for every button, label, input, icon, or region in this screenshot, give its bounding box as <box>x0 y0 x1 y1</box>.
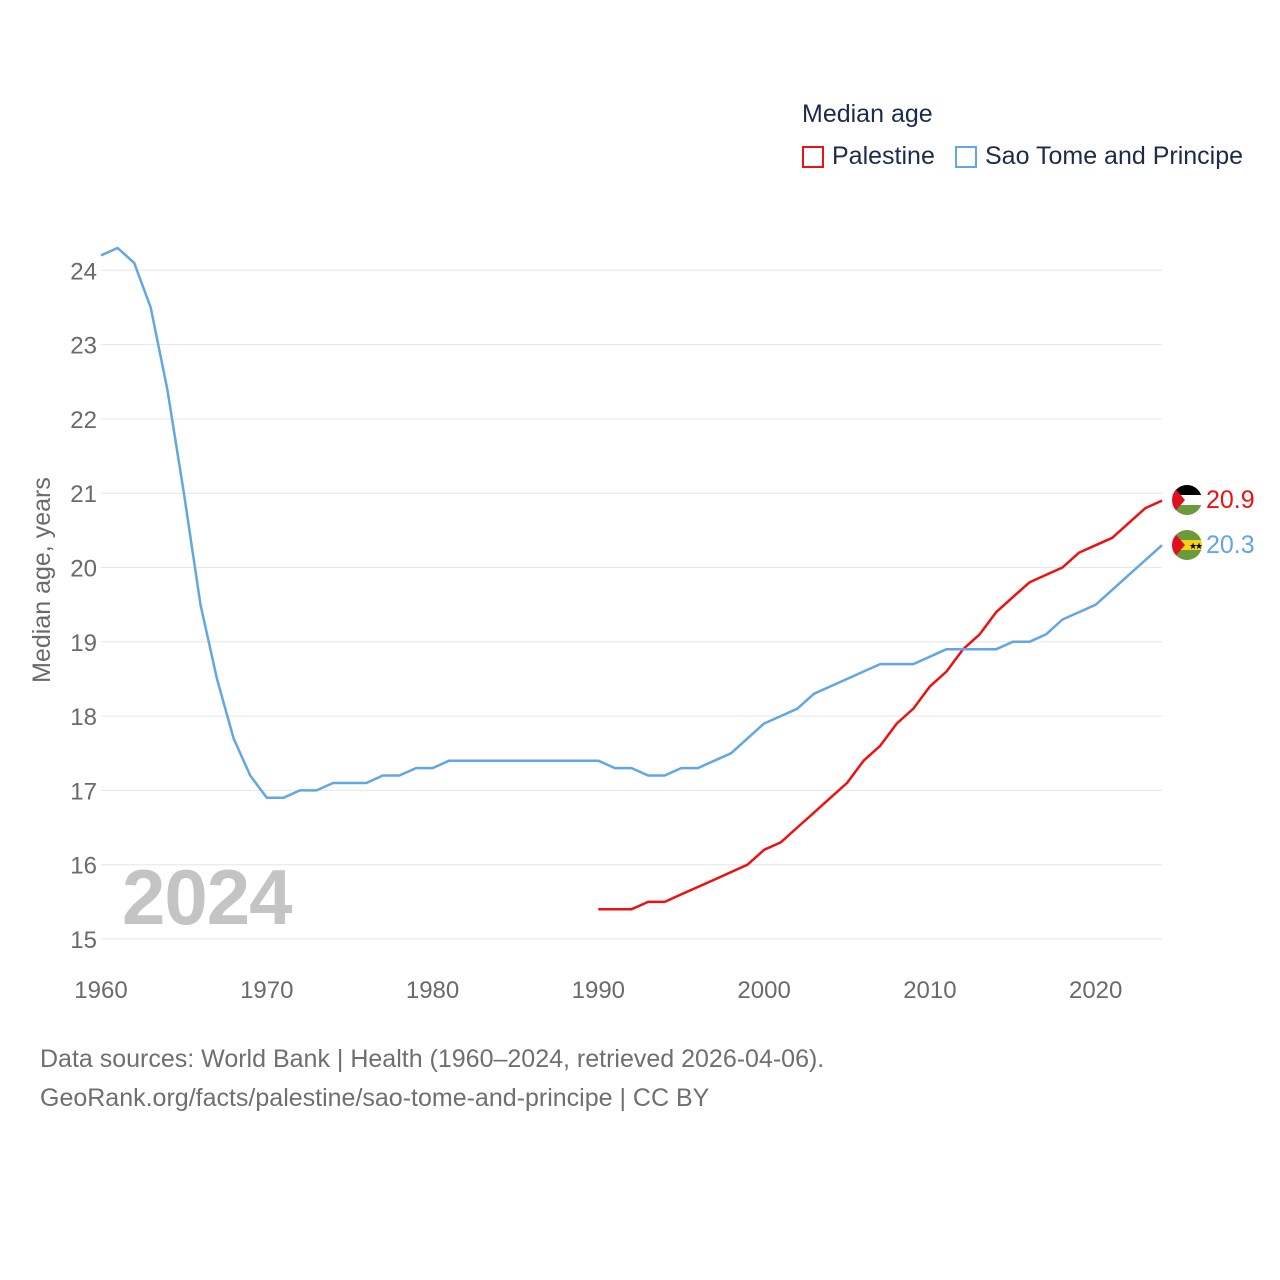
x-tick-label: 2010 <box>903 977 956 1004</box>
end-flags: ★ ★ <box>1172 485 1203 560</box>
end-labels: 20.9 20.3 <box>1206 486 1255 559</box>
y-axis-label: Median age, years <box>28 477 56 683</box>
footer-sources: Data sources: World Bank | Health (1960–… <box>40 1045 825 1073</box>
y-tick-label: 23 <box>70 333 97 360</box>
y-tick-label: 19 <box>70 630 97 657</box>
y-tick-label: 15 <box>70 927 97 954</box>
legend-swatch-sao-tome-and-principe <box>955 145 977 168</box>
legend-swatch-palestine <box>802 145 824 168</box>
sao-tome-and-principe-flag-icon: ★ ★ <box>1172 530 1203 560</box>
y-tick-label: 22 <box>70 407 97 434</box>
series-line-palestine[interactable] <box>598 499 1163 911</box>
legend-item-sao-tome-and-principe[interactable]: Sao Tome and Principe <box>955 142 1243 171</box>
y-axis-ticks: 15 16 17 18 19 20 21 22 23 24 <box>70 258 97 954</box>
y-tick-label: 24 <box>70 258 97 285</box>
x-tick-label: 2020 <box>1069 977 1122 1004</box>
svg-text:★: ★ <box>1195 542 1203 552</box>
palestine-flag-icon <box>1172 485 1202 515</box>
y-tick-label: 16 <box>70 853 97 880</box>
x-tick-label: 1970 <box>240 977 293 1004</box>
y-tick-label: 17 <box>70 778 97 805</box>
year-watermark: 2024 <box>122 853 293 941</box>
y-tick-label: 20 <box>70 556 97 583</box>
x-tick-label: 2000 <box>737 977 790 1004</box>
grid-lines <box>101 269 1162 940</box>
legend-item-palestine[interactable]: Palestine <box>802 142 935 171</box>
legend-label-sao-tome-and-principe: Sao Tome and Principe <box>985 142 1244 170</box>
series-lines <box>100 246 1163 911</box>
y-tick-label: 18 <box>70 704 97 731</box>
x-axis-ticks: 1960 1970 1980 1990 2000 2010 2020 <box>74 977 1122 1004</box>
series-line-sao-tome-and-principe[interactable] <box>100 246 1163 800</box>
x-tick-label: 1990 <box>572 977 625 1004</box>
legend-title: Median age <box>802 100 933 128</box>
legend-label-palestine: Palestine <box>832 142 935 170</box>
y-tick-label: 21 <box>70 481 97 508</box>
footer-attribution[interactable]: GeoRank.org/facts/palestine/sao-tome-and… <box>40 1084 710 1112</box>
svg-text:★: ★ <box>1189 542 1197 552</box>
x-tick-label: 1960 <box>74 977 127 1004</box>
x-tick-label: 1980 <box>406 977 459 1004</box>
end-label-palestine: 20.9 <box>1206 486 1255 514</box>
end-label-sao-tome-and-principe: 20.3 <box>1206 531 1255 559</box>
